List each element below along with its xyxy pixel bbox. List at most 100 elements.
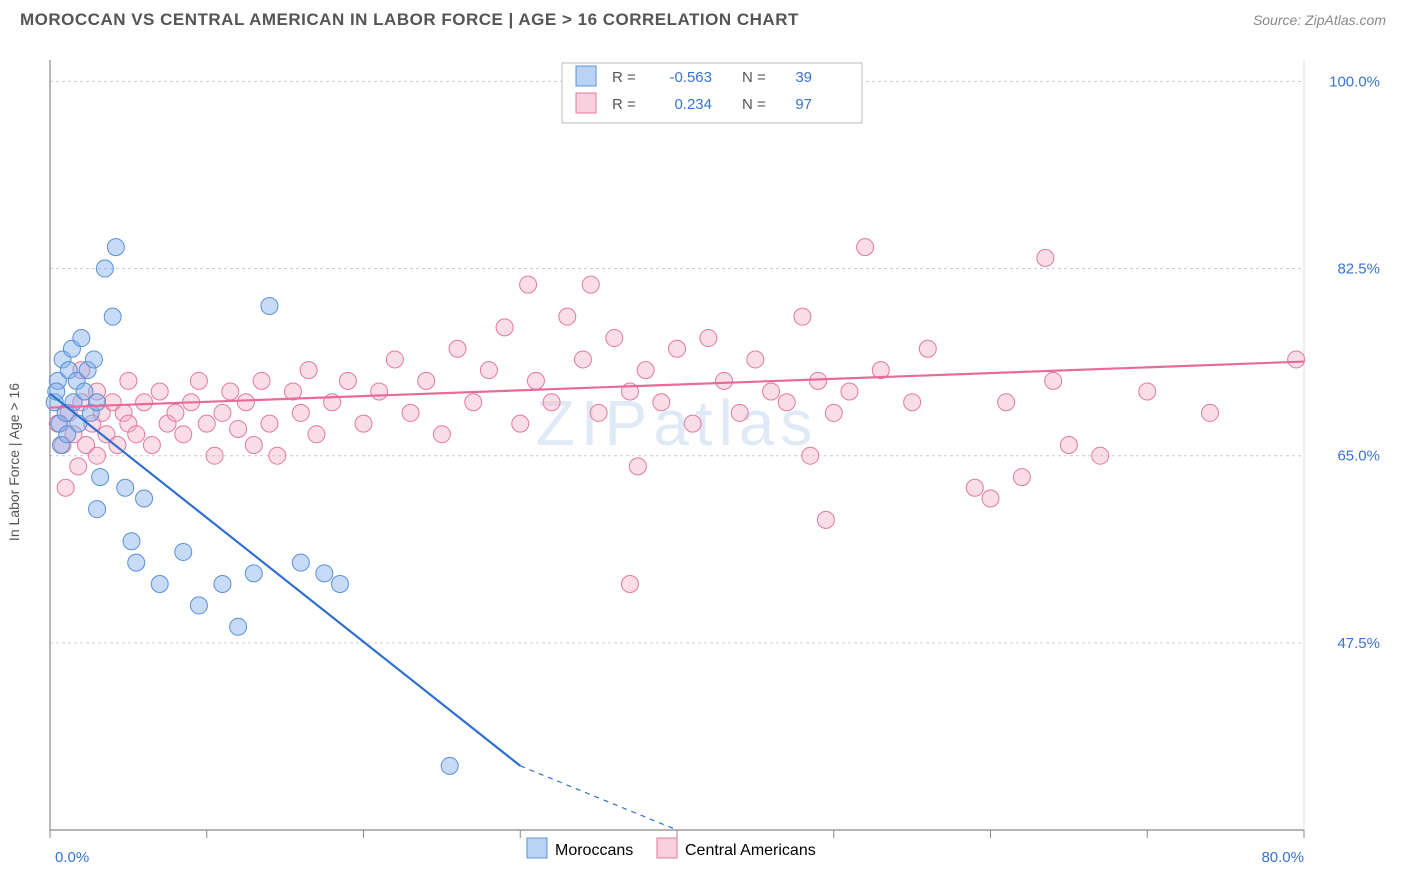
data-point-blue xyxy=(96,260,113,277)
data-point-pink xyxy=(1060,437,1077,454)
data-point-blue xyxy=(92,469,109,486)
data-point-pink xyxy=(433,426,450,443)
data-point-pink xyxy=(669,340,686,357)
data-point-pink xyxy=(621,576,638,593)
data-point-pink xyxy=(810,372,827,389)
legend-r-label: R = xyxy=(612,69,636,86)
data-point-pink xyxy=(222,383,239,400)
data-point-pink xyxy=(998,394,1015,411)
data-point-blue xyxy=(123,533,140,550)
data-point-pink xyxy=(143,437,160,454)
data-point-pink xyxy=(167,404,184,421)
data-point-pink xyxy=(120,372,137,389)
data-point-pink xyxy=(841,383,858,400)
data-point-pink xyxy=(292,404,309,421)
data-point-blue xyxy=(441,757,458,774)
data-point-pink xyxy=(449,340,466,357)
data-point-pink xyxy=(543,394,560,411)
data-point-pink xyxy=(355,415,372,432)
data-point-pink xyxy=(206,447,223,464)
data-point-pink xyxy=(198,415,215,432)
data-point-pink xyxy=(261,415,278,432)
data-point-pink xyxy=(386,351,403,368)
data-point-pink xyxy=(778,394,795,411)
data-point-pink xyxy=(237,394,254,411)
data-point-pink xyxy=(1201,404,1218,421)
data-point-pink xyxy=(57,479,74,496)
data-point-pink xyxy=(1037,249,1054,266)
data-point-pink xyxy=(300,362,317,379)
data-point-blue xyxy=(331,576,348,593)
legend-n-label: N = xyxy=(742,69,766,86)
data-point-pink xyxy=(904,394,921,411)
y-axis-label: In Labor Force | Age > 16 xyxy=(6,383,22,541)
data-point-pink xyxy=(629,458,646,475)
data-point-pink xyxy=(418,372,435,389)
correlation-scatter-chart: 47.5%65.0%82.5%100.0%0.0%80.0%ZIPatlasR … xyxy=(20,48,1386,876)
data-point-blue xyxy=(59,426,76,443)
legend-series-label: Central Americans xyxy=(685,842,816,859)
data-point-pink xyxy=(919,340,936,357)
data-point-pink xyxy=(269,447,286,464)
data-point-blue xyxy=(73,330,90,347)
data-point-pink xyxy=(245,437,262,454)
data-point-pink xyxy=(339,372,356,389)
data-point-pink xyxy=(1092,447,1109,464)
legend-r-value: 0.234 xyxy=(674,96,712,113)
data-point-pink xyxy=(802,447,819,464)
data-point-blue xyxy=(85,351,102,368)
data-point-pink xyxy=(89,447,106,464)
data-point-pink xyxy=(175,426,192,443)
trend-line-blue xyxy=(50,394,520,766)
data-point-pink xyxy=(825,404,842,421)
data-point-pink xyxy=(637,362,654,379)
legend-r-label: R = xyxy=(612,96,636,113)
data-point-blue xyxy=(117,479,134,496)
data-point-pink xyxy=(1013,469,1030,486)
data-point-blue xyxy=(107,239,124,256)
data-point-pink xyxy=(731,404,748,421)
data-point-blue xyxy=(104,308,121,325)
data-point-pink xyxy=(684,415,701,432)
legend-n-value: 39 xyxy=(795,69,812,86)
data-point-pink xyxy=(1139,383,1156,400)
data-point-pink xyxy=(1288,351,1305,368)
data-point-pink xyxy=(763,383,780,400)
data-point-blue xyxy=(214,576,231,593)
data-point-pink xyxy=(966,479,983,496)
legend-swatch xyxy=(657,838,677,858)
legend-n-value: 97 xyxy=(795,96,812,113)
data-point-blue xyxy=(245,565,262,582)
data-point-pink xyxy=(982,490,999,507)
legend-swatch xyxy=(576,93,596,113)
legend-n-label: N = xyxy=(742,96,766,113)
chart-title: MOROCCAN VS CENTRAL AMERICAN IN LABOR FO… xyxy=(20,10,799,30)
legend-swatch xyxy=(527,838,547,858)
source-attribution: Source: ZipAtlas.com xyxy=(1253,12,1386,28)
x-tick-label: 0.0% xyxy=(55,849,89,866)
data-point-pink xyxy=(151,383,168,400)
data-point-pink xyxy=(590,404,607,421)
data-point-blue xyxy=(292,554,309,571)
data-point-pink xyxy=(716,372,733,389)
data-point-blue xyxy=(230,618,247,635)
data-point-blue xyxy=(261,297,278,314)
data-point-pink xyxy=(747,351,764,368)
data-point-blue xyxy=(175,543,192,560)
data-point-blue xyxy=(136,490,153,507)
x-tick-label: 80.0% xyxy=(1261,849,1304,866)
data-point-pink xyxy=(817,511,834,528)
data-point-pink xyxy=(582,276,599,293)
y-tick-label: 100.0% xyxy=(1329,73,1380,90)
data-point-pink xyxy=(559,308,576,325)
data-point-pink xyxy=(1045,372,1062,389)
data-point-pink xyxy=(700,330,717,347)
data-point-pink xyxy=(496,319,513,336)
data-point-pink xyxy=(574,351,591,368)
data-point-pink xyxy=(512,415,529,432)
legend-swatch xyxy=(576,66,596,86)
data-point-pink xyxy=(527,372,544,389)
y-tick-label: 47.5% xyxy=(1337,635,1380,652)
data-point-pink xyxy=(653,394,670,411)
data-point-pink xyxy=(465,394,482,411)
